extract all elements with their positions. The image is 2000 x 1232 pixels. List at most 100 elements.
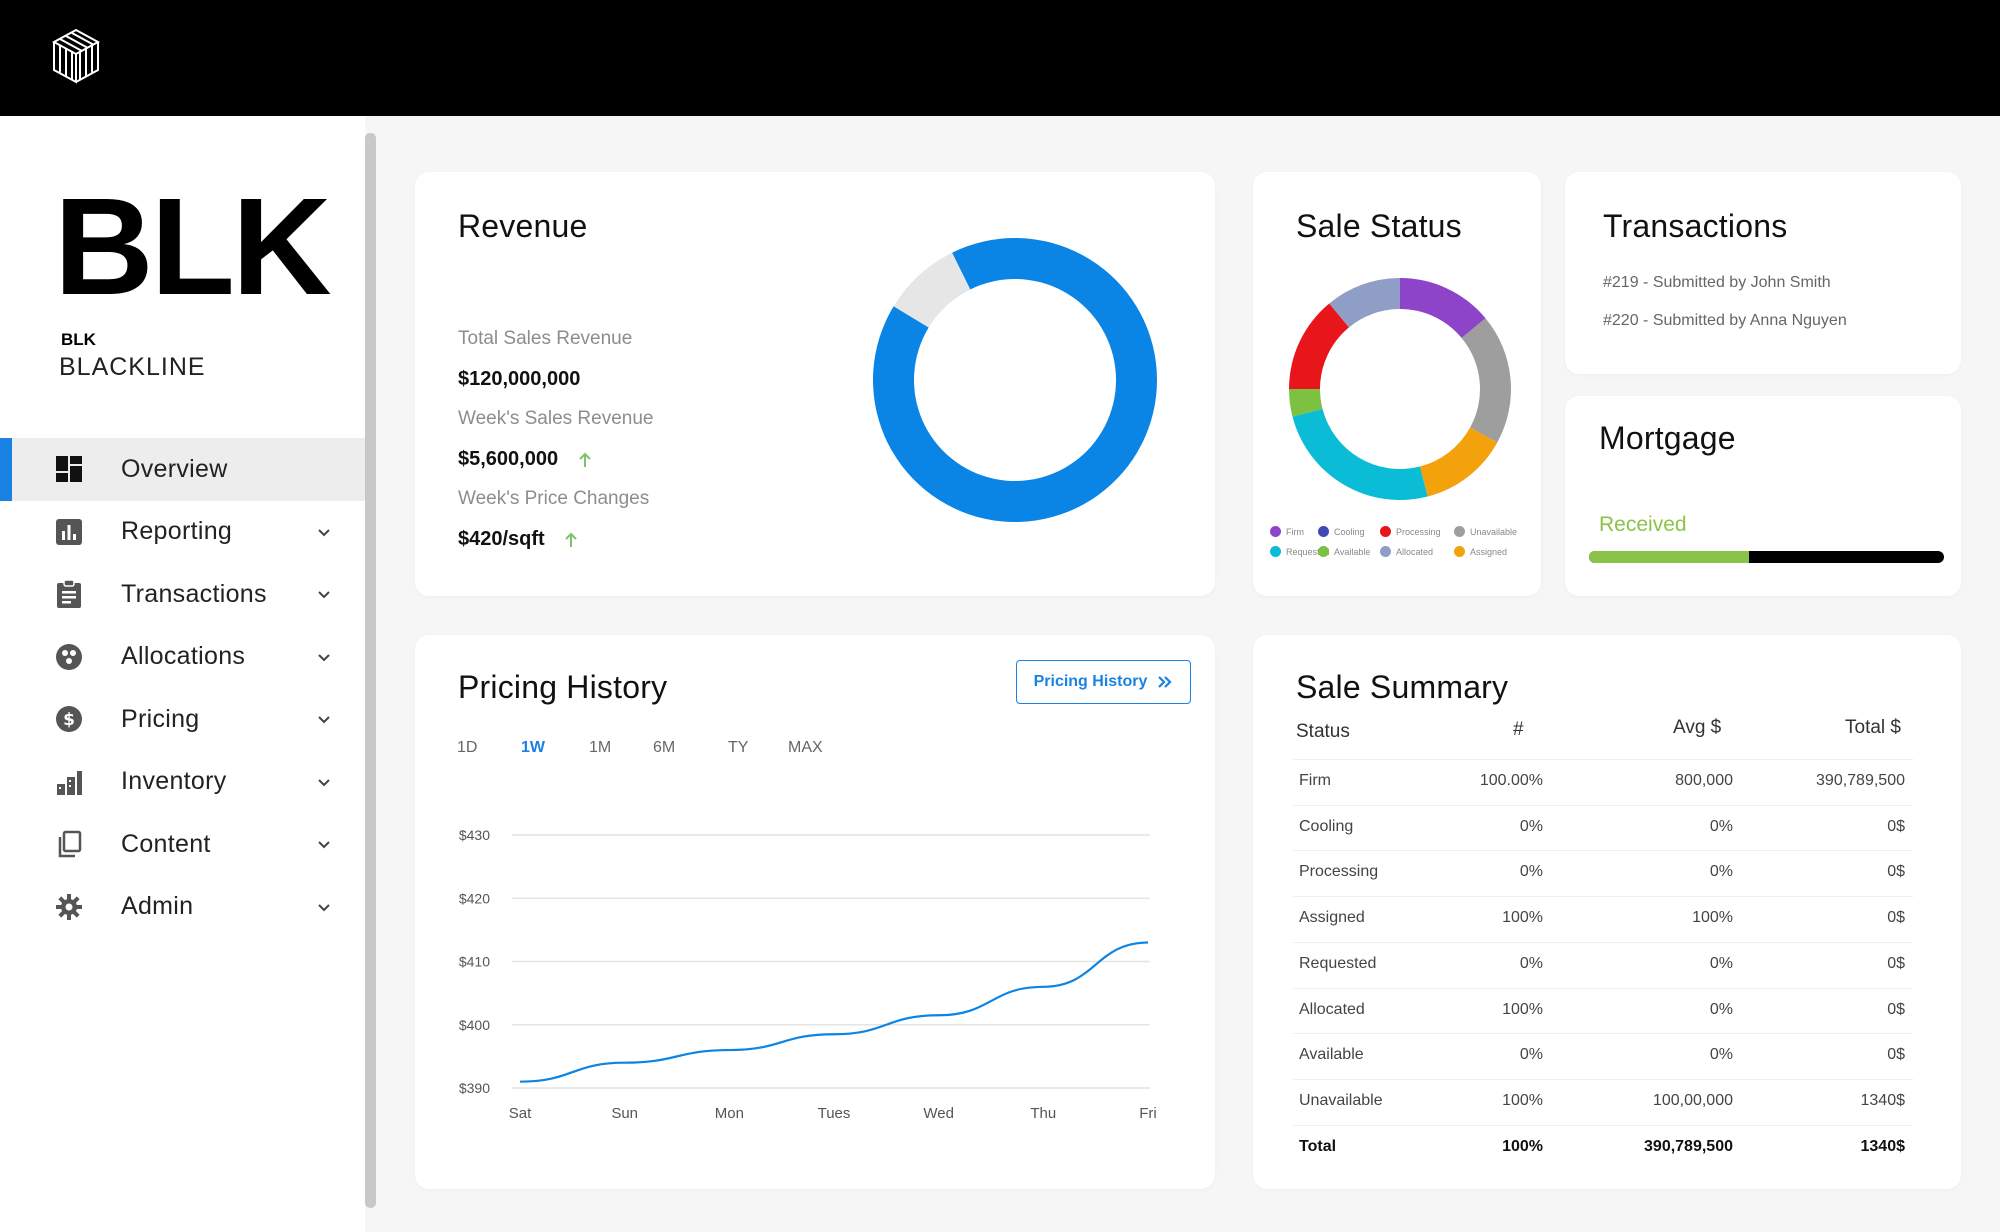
sidebar-item-transactions[interactable]: Transactions (0, 563, 365, 626)
table-cell: 100% (1502, 909, 1543, 927)
table-cell: 0$ (1887, 817, 1905, 835)
table-cell: 0% (1519, 954, 1543, 972)
dollar-icon: $ (54, 704, 84, 734)
legend-label: Firm (1286, 526, 1304, 537)
table-row: Cooling 0% 0% 0$ (1293, 804, 1913, 851)
pricing-history-button[interactable]: Pricing History (1016, 660, 1191, 704)
chevron-down-icon[interactable] (316, 711, 332, 727)
sidebar-item-label: Allocations (121, 642, 246, 671)
transaction-item[interactable]: #219 - Submitted by John Smith (1603, 274, 1831, 291)
pricing-line-chart: $430 $420 $410 $400 $390 Sat Sun Mon Tues Wed Thu F… (459, 827, 1157, 1122)
sidebar (0, 116, 365, 1232)
table-cell: 0$ (1887, 954, 1905, 972)
legend-dot (1318, 546, 1329, 557)
sale-summary-card: Sale Summary Status # Avg $ Total $ Firm… (1253, 635, 1961, 1189)
table-cell: Requested (1299, 954, 1377, 972)
legend-label: Requested (1286, 546, 1330, 557)
sidebar-item-content[interactable]: Content (0, 813, 365, 876)
double-chevron-right-icon (1158, 676, 1172, 688)
chevron-down-icon[interactable] (316, 774, 332, 790)
sale-status-title: Sale Status (1296, 208, 1462, 244)
summary-header-count: # (1513, 719, 1524, 740)
week-sales-row: $5,600,000 (458, 448, 592, 471)
total-sales-label: Total Sales Revenue (458, 328, 633, 349)
range-1d[interactable]: 1D (457, 739, 478, 756)
pricing-history-title: Pricing History (458, 669, 668, 705)
status-slice-assigned (1419, 427, 1498, 497)
chevron-down-icon[interactable] (316, 524, 332, 540)
legend-label: Assigned (1470, 546, 1508, 557)
legend-label: Available (1334, 546, 1371, 557)
legend-item-firm: Firm (1270, 526, 1304, 537)
table-cell: 1340$ (1860, 1137, 1906, 1155)
table-cell: Cooling (1299, 817, 1354, 835)
legend-label: Allocated (1396, 546, 1434, 557)
price-series-line (519, 941, 1149, 1083)
brand-name: BLACKLINE (59, 353, 206, 381)
sidebar-item-pricing[interactable]: $ Pricing (0, 688, 365, 751)
sidebar-item-inventory[interactable]: Inventory (0, 751, 365, 814)
table-cell: 0$ (1887, 863, 1905, 881)
sidebar-item-overview[interactable]: Overview (0, 438, 365, 501)
range-6m[interactable]: 6M (653, 739, 676, 756)
status-slice-available (1289, 389, 1323, 417)
status-slice-requested (1292, 408, 1428, 500)
chevron-down-icon[interactable] (316, 836, 332, 852)
top-bar (0, 0, 2000, 116)
legend-item-available: Available (1318, 546, 1370, 557)
sidebar-scrollbar[interactable] (365, 133, 376, 1208)
table-cell: Processing (1299, 863, 1379, 881)
logo-icon[interactable] (46, 24, 106, 90)
sale-status-legend: Firm Cooling Processing Unavailable Requeste… (1270, 526, 1540, 566)
chevron-down-icon[interactable] (316, 899, 332, 915)
table-cell: 0% (1709, 954, 1733, 972)
legend-dot (1380, 546, 1391, 557)
mortgage-status: Received (1599, 513, 1687, 536)
mortgage-progress-bar (1589, 551, 1944, 563)
table-cell: 0$ (1887, 1046, 1905, 1064)
summary-header-avg: Avg $ (1673, 717, 1722, 738)
total-sales-value: $120,000,000 (458, 368, 581, 390)
x-tick-label: Tues (818, 1105, 851, 1122)
transaction-item[interactable]: #220 - Submitted by Anna Nguyen (1603, 312, 1847, 329)
x-tick-label: Thu (1030, 1105, 1056, 1122)
y-tick-label: $390 (459, 1080, 490, 1096)
transactions-card: Transactions #219 - Submitted by John Sm… (1565, 172, 1961, 374)
legend-dot (1454, 526, 1465, 537)
building-icon (54, 767, 84, 797)
table-cell: 100,00,000 (1652, 1091, 1733, 1109)
legend-item-cooling: Cooling (1318, 526, 1365, 537)
legend-label: Unavailable (1470, 526, 1518, 537)
gear-icon (54, 892, 84, 922)
table-cell: 100% (1502, 1091, 1543, 1109)
range-1m[interactable]: 1M (589, 739, 612, 756)
range-ty[interactable]: TY (728, 739, 749, 756)
chevron-down-icon[interactable] (316, 586, 332, 602)
y-tick-label: $420 (459, 890, 490, 906)
sidebar-item-allocations[interactable]: Allocations (0, 626, 365, 689)
x-tick-label: Fri (1139, 1105, 1157, 1122)
mortgage-card: Mortgage Received (1565, 396, 1961, 596)
table-cell: 100% (1692, 909, 1733, 927)
table-cell: 1340$ (1860, 1091, 1906, 1109)
sale-summary-title: Sale Summary (1296, 669, 1509, 705)
table-row: Processing 0% 0% 0$ (1293, 850, 1913, 896)
summary-header-status: Status (1296, 721, 1350, 742)
sidebar-item-admin[interactable]: Admin (0, 876, 365, 939)
y-tick-label: $410 (459, 954, 490, 970)
revenue-donut-chart (873, 238, 1157, 522)
legend-dot (1380, 526, 1391, 537)
table-cell: 100% (1502, 1137, 1543, 1155)
brand-logo-text: BLK (54, 170, 332, 324)
chevron-down-icon[interactable] (316, 649, 332, 665)
legend-label: Processing (1396, 526, 1441, 537)
sidebar-item-reporting[interactable]: Reporting (0, 501, 365, 564)
brand-short: BLK (61, 330, 96, 349)
sale-status-donut-chart (1289, 278, 1511, 500)
range-1w[interactable]: 1W (521, 739, 545, 756)
week-price-row: $420/sqft (458, 528, 578, 551)
table-cell: Firm (1299, 772, 1331, 789)
range-max[interactable]: MAX (788, 739, 823, 756)
table-cell: Unavailable (1299, 1091, 1383, 1109)
legend-item-assigned: Assigned (1454, 546, 1507, 557)
